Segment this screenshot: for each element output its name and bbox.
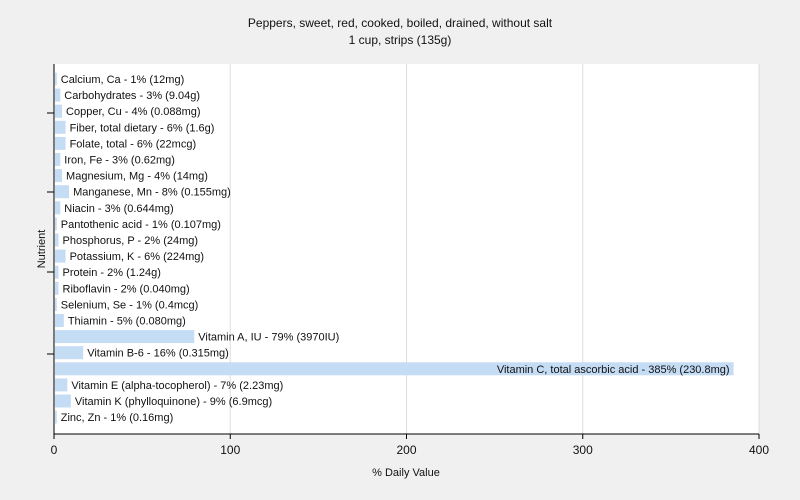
chart-title: Peppers, sweet, red, cooked, boiled, dra…: [248, 16, 553, 30]
bar: [55, 314, 64, 327]
chart-subtitle: 1 cup, strips (135g): [349, 33, 452, 47]
bar-label: Vitamin E (alpha-tocopherol) - 7% (2.23m…: [71, 380, 283, 392]
bar-label: Potassium, K - 6% (224mg): [70, 251, 205, 263]
bar: [55, 265, 59, 279]
bar: [55, 233, 59, 247]
x-tick-label: 200: [396, 443, 416, 457]
bar: [55, 185, 70, 199]
bar-label: Manganese, Mn - 8% (0.155mg): [73, 187, 231, 199]
bar: [55, 217, 57, 231]
bar-label: Carbohydrates - 3% (9.04g): [64, 90, 200, 102]
bar: [55, 362, 734, 376]
bar: [55, 410, 57, 424]
bar-label: Iron, Fe - 3% (0.62mg): [64, 155, 175, 167]
bar: [55, 72, 57, 86]
bar-label: Protein - 2% (1.24g): [63, 267, 161, 279]
bar: [55, 330, 195, 344]
bar-label: Vitamin K (phylloquinone) - 9% (6.9mcg): [75, 396, 272, 408]
bar: [55, 169, 63, 183]
bar-label: Pantothenic acid - 1% (0.107mg): [61, 219, 221, 231]
bar: [55, 120, 66, 134]
bar-label: Calcium, Ca - 1% (12mg): [61, 74, 184, 86]
bar: [55, 136, 66, 150]
bar: [55, 153, 61, 166]
bar-label: Niacin - 3% (0.644mg): [64, 203, 173, 215]
bar-label: Magnesium, Mg - 4% (14mg): [66, 171, 208, 183]
bar: [55, 281, 59, 295]
bar-label: Phosphorus, P - 2% (24mg): [63, 235, 199, 247]
x-tick-label: 400: [749, 443, 769, 457]
bar-label: Folate, total - 6% (22mcg): [70, 138, 197, 150]
bar-label: Thiamin - 5% (0.080mg): [68, 316, 186, 328]
y-axis-label: Nutrient: [36, 230, 48, 269]
bar-label: Fiber, total dietary - 6% (1.6g): [70, 122, 215, 134]
bar: [55, 201, 61, 215]
x-tick-label: 300: [573, 443, 593, 457]
bar-label: Vitamin B-6 - 16% (0.315mg): [87, 348, 229, 360]
bar-label: Copper, Cu - 4% (0.088mg): [66, 106, 201, 118]
bar: [55, 88, 61, 102]
x-tick-label: 0: [51, 443, 58, 457]
x-tick-label: 100: [220, 443, 240, 457]
bar-label: Vitamin C, total ascorbic acid - 385% (2…: [497, 364, 730, 376]
bar-label: Vitamin A, IU - 79% (3970IU): [198, 332, 339, 344]
bar-label: Riboflavin - 2% (0.040mg): [63, 283, 190, 295]
bar: [55, 249, 66, 263]
x-axis-label: % Daily Value: [372, 467, 440, 479]
bar: [55, 297, 57, 311]
bar-label: Selenium, Se - 1% (0.4mcg): [61, 299, 199, 311]
bar-label: Zinc, Zn - 1% (0.16mg): [61, 412, 173, 424]
bar: [55, 346, 84, 360]
bar: [55, 394, 71, 408]
bar: [55, 104, 63, 118]
bar: [55, 378, 68, 392]
